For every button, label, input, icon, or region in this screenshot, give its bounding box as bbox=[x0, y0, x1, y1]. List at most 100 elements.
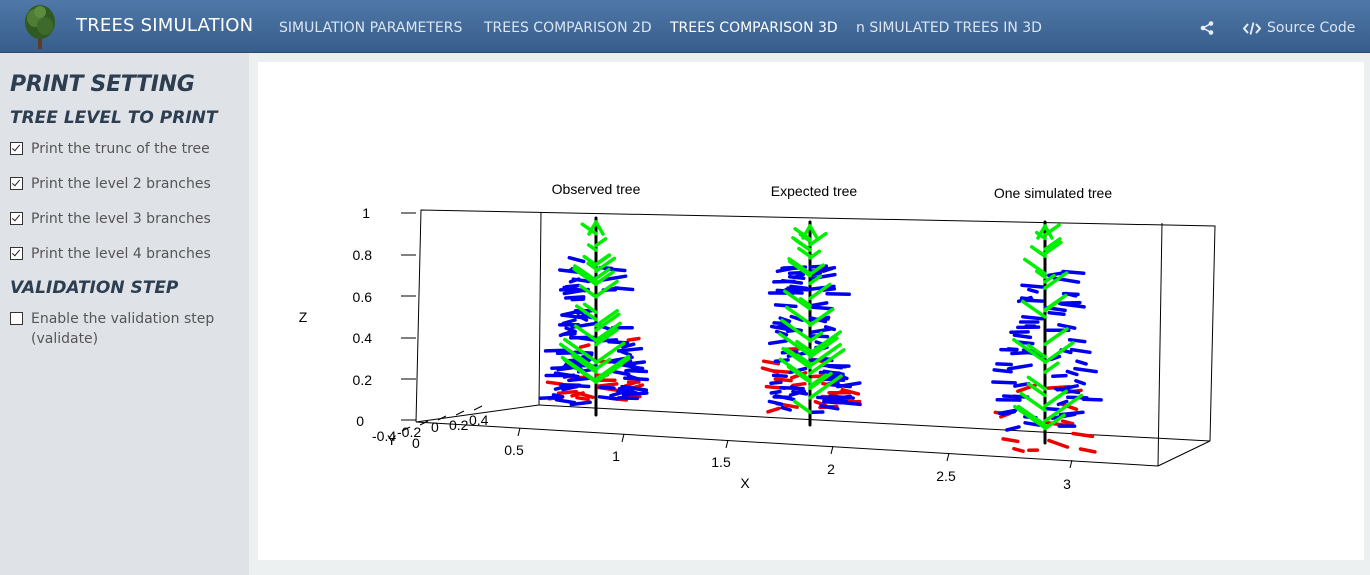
checkbox-label: Print the level 2 branches bbox=[31, 176, 211, 192]
y-tick-label: -0.4 bbox=[372, 428, 396, 444]
y-tick-label: 0 bbox=[431, 419, 439, 435]
branch-level-3 bbox=[1065, 369, 1079, 377]
branch-level-3 bbox=[551, 393, 565, 399]
checkbox-box[interactable] bbox=[10, 247, 23, 260]
branch-level-3 bbox=[553, 384, 571, 391]
checkbox-box[interactable] bbox=[10, 177, 23, 190]
checkbox-level-4[interactable]: Print the level 4 branches bbox=[10, 244, 211, 264]
branch-level-3 bbox=[771, 373, 788, 378]
branch-level-3 bbox=[568, 277, 581, 284]
checkbox-trunc[interactable]: Print the trunc of the tree bbox=[10, 139, 210, 159]
branch-level-2 bbox=[808, 307, 835, 327]
checkbox-box[interactable] bbox=[10, 312, 23, 325]
branch-level-2 bbox=[1012, 337, 1047, 364]
checkbox-level-2[interactable]: Print the level 2 branches bbox=[10, 174, 211, 194]
checkbox-box[interactable] bbox=[10, 142, 23, 155]
code-icon[interactable] bbox=[1243, 22, 1261, 35]
branch-level-3 bbox=[620, 360, 647, 367]
branch-level-3 bbox=[625, 368, 649, 374]
branch-level-4 bbox=[626, 336, 641, 342]
branch-level-3 bbox=[992, 368, 1013, 374]
checkbox-level-3[interactable]: Print the level 3 branches bbox=[10, 209, 211, 229]
y-tick-label: 0.2 bbox=[449, 417, 469, 433]
branch-level-2 bbox=[801, 224, 812, 240]
branch-level-3 bbox=[558, 382, 582, 388]
nav-trees-comparison-2d[interactable]: TREES COMPARISON 2D bbox=[484, 20, 652, 36]
branch-level-3 bbox=[554, 398, 577, 405]
checkbox-label: Print the trunc of the tree bbox=[31, 141, 210, 157]
branch-level-2 bbox=[574, 304, 598, 322]
branch-level-2 bbox=[573, 324, 598, 343]
branch-level-4 bbox=[1071, 431, 1095, 439]
nav-simulation-parameters[interactable]: SIMULATION PARAMETERS bbox=[279, 20, 463, 36]
branch-level-3 bbox=[1023, 421, 1042, 427]
x-tick-label: 2.5 bbox=[936, 468, 956, 484]
branch-level-3 bbox=[778, 316, 792, 324]
plot-title-expected: Expected tree bbox=[771, 183, 858, 199]
x-tick-label: 0.5 bbox=[504, 442, 524, 458]
branch-level-3 bbox=[616, 346, 644, 353]
brand-title[interactable]: TREES SIMULATION bbox=[76, 15, 254, 36]
nav-n-simulated-trees-3d[interactable]: n SIMULATED TREES IN 3D bbox=[856, 20, 1042, 36]
branch-level-2 bbox=[798, 297, 812, 308]
branch-level-2 bbox=[808, 348, 846, 376]
share-icon[interactable] bbox=[1200, 21, 1214, 35]
checkbox-box[interactable] bbox=[10, 212, 23, 225]
branch-level-3 bbox=[767, 399, 784, 406]
branch-level-3 bbox=[822, 287, 837, 292]
branch-level-2 bbox=[1026, 382, 1047, 398]
branch-level-2 bbox=[1043, 240, 1063, 256]
branch-level-2 bbox=[808, 282, 832, 301]
branch-level-2 bbox=[594, 328, 619, 347]
plot-box bbox=[415, 209, 1216, 467]
branch-level-3 bbox=[789, 385, 803, 392]
branch-level-3 bbox=[1005, 425, 1021, 432]
branch-level-4 bbox=[1047, 438, 1070, 449]
branch-level-2 bbox=[1013, 404, 1047, 430]
source-code-link[interactable]: Source Code bbox=[1267, 20, 1356, 36]
nav-trees-comparison-3d[interactable]: TREES COMPARISON 3D bbox=[670, 20, 838, 36]
branch-level-2 bbox=[1043, 237, 1062, 252]
branch-level-2 bbox=[594, 220, 605, 236]
branch-level-2 bbox=[594, 256, 617, 273]
x-tick-label: 2 bbox=[827, 461, 835, 477]
branch-level-3 bbox=[819, 404, 840, 411]
branch-level-2 bbox=[560, 355, 598, 383]
branch-level-4 bbox=[831, 389, 846, 397]
branch-level-3 bbox=[769, 389, 782, 395]
branch-level-3 bbox=[1016, 295, 1033, 304]
branch-level-2 bbox=[1043, 341, 1075, 365]
branch-level-2 bbox=[1036, 224, 1047, 240]
branch-level-3 bbox=[789, 314, 805, 322]
branch-level-3 bbox=[1010, 350, 1033, 356]
branch-level-2 bbox=[792, 399, 812, 414]
branch-level-3 bbox=[538, 395, 563, 400]
branch-level-2 bbox=[1016, 404, 1047, 427]
branch-level-4 bbox=[1012, 446, 1025, 453]
branch-level-4 bbox=[1001, 437, 1020, 444]
x-tick-label: 1 bbox=[612, 448, 620, 464]
branch-level-4 bbox=[578, 343, 591, 349]
branch-level-2 bbox=[586, 261, 598, 271]
branch-level-2 bbox=[1043, 413, 1066, 431]
branch-level-3 bbox=[828, 394, 855, 400]
branch-level-4 bbox=[791, 381, 807, 388]
branch-level-3 bbox=[626, 374, 641, 382]
branch-level-2 bbox=[1026, 375, 1047, 391]
branch-level-2 bbox=[808, 336, 839, 359]
checkbox-validate[interactable]: Enable the validation step (validate) bbox=[10, 309, 214, 349]
branch-level-3 bbox=[1074, 379, 1087, 386]
branch-level-3 bbox=[1055, 384, 1079, 392]
branch-level-4 bbox=[761, 359, 781, 366]
branch-level-3 bbox=[1021, 314, 1044, 321]
branch-level-2 bbox=[594, 321, 622, 343]
branch-level-2 bbox=[794, 238, 812, 252]
branch-level-3 bbox=[561, 384, 579, 392]
branch-level-3 bbox=[809, 305, 835, 311]
plot-title-observed: Observed tree bbox=[552, 181, 641, 197]
branch-level-2 bbox=[1043, 273, 1056, 284]
branch-level-2 bbox=[797, 246, 812, 259]
branch-level-2 bbox=[594, 357, 612, 371]
print-setting-title: PRINT SETTING bbox=[10, 72, 195, 97]
branch-level-2 bbox=[583, 272, 598, 284]
